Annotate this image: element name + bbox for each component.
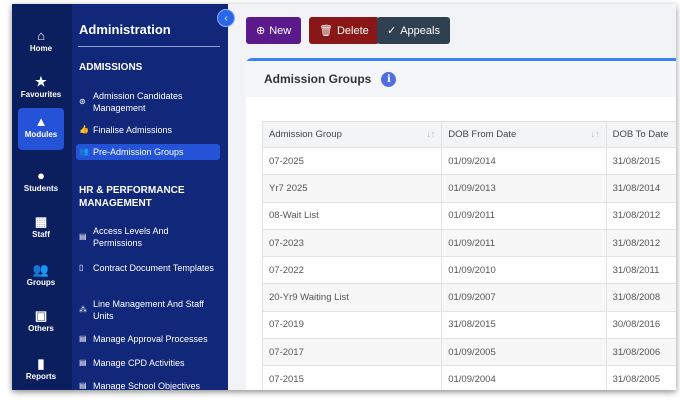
- sidebar-item[interactable]: ⊛ Admission Candidates Management: [79, 91, 183, 113]
- table-row[interactable]: 07-2019 31/08/2015 30/08/2016: [261, 310, 676, 340]
- menu-item-icon: ▤: [79, 232, 87, 241]
- new-button[interactable]: ⊕ New: [246, 17, 302, 44]
- rail-item-reports[interactable]: ▮ Reports: [18, 350, 64, 390]
- menu-item-icon: ▤: [79, 381, 87, 390]
- user-icon: ●: [37, 168, 45, 183]
- file-icon: ▮: [37, 356, 45, 371]
- table-cell: 31/08/2008: [605, 283, 676, 312]
- menu-item-icon: ⁂: [79, 305, 87, 314]
- sidebar-title: Administration: [79, 22, 171, 37]
- table-cell: 01/09/2010: [441, 256, 607, 285]
- menu-item-icon: ▤: [79, 358, 87, 367]
- table-row[interactable]: 20-Yr9 Waiting List 01/09/2007 31/08/2008: [261, 283, 676, 312]
- sort-icon[interactable]: ↓↑: [426, 129, 436, 139]
- table-cell: 31/08/2006: [605, 338, 676, 367]
- table-row[interactable]: 07-2022 01/09/2010 31/08/2011: [261, 256, 676, 285]
- table-cell: 01/09/2011: [441, 201, 607, 230]
- sort-icon[interactable]: ↓↑: [590, 129, 600, 139]
- table-cell: 07-2017: [261, 338, 443, 367]
- users-icon: 👥: [32, 262, 50, 277]
- sidebar-item[interactable]: ▤ Manage School Objectives: [79, 381, 201, 390]
- table-row[interactable]: 08-Wait List 01/09/2011 31/08/2012: [261, 201, 676, 230]
- divider: [78, 46, 220, 47]
- rail-item-students[interactable]: ● Students: [18, 162, 64, 204]
- table-cell: 01/09/2004: [441, 365, 607, 390]
- rail-item-staff[interactable]: ▦ Staff: [18, 208, 64, 250]
- table-cell: 07-2023: [261, 228, 443, 258]
- shapes-icon: ▲: [34, 114, 48, 129]
- appeals-button[interactable]: ✓ Appeals: [377, 17, 450, 44]
- table-cell: 31/08/2014: [605, 174, 676, 203]
- table-cell: 20-Yr9 Waiting List: [261, 283, 443, 312]
- admission-groups-table: Admission Group ↓↑ DOB From Date ↓↑ DOB To…: [261, 121, 676, 390]
- table-cell: 01/09/2011: [441, 228, 607, 258]
- sidebar-item[interactable]: ⁂ Line Management And Staff Units: [79, 299, 204, 321]
- table-row[interactable]: 07-2023 01/09/2011 31/08/2012: [261, 228, 676, 258]
- home-icon: ⌂: [37, 28, 45, 43]
- table-cell: 31/08/2011: [605, 256, 676, 285]
- table-cell: 01/09/2005: [441, 338, 607, 367]
- sidebar-item[interactable]: ▤ Manage Approval Processes: [79, 334, 208, 344]
- trash-icon: 🗑: [319, 25, 333, 37]
- table-cell: Yr7 2025: [261, 174, 443, 203]
- table-cell: 07-2019: [261, 310, 443, 340]
- table-cell: 07-2015: [261, 365, 443, 390]
- section-hr: HR & PERFORMANCE MANAGEMENT: [79, 185, 185, 209]
- table-cell: 01/09/2007: [441, 283, 607, 312]
- sidebar-item[interactable]: ▤ Access Levels And Permissions: [79, 226, 169, 248]
- sidebar-item[interactable]: ▤ Manage CPD Activities: [79, 358, 185, 368]
- table-cell: 31/08/2015: [605, 146, 676, 176]
- rail-item-home[interactable]: ⌂ Home: [18, 22, 64, 64]
- column-header[interactable]: Admission Group ↓↑: [261, 121, 443, 148]
- admission-groups-card: Admission Groups i Admission Group ↓↑ DOB …: [246, 58, 676, 390]
- delete-button[interactable]: 🗑 Delete: [309, 17, 379, 44]
- section-admissions: ADMISSIONS: [79, 62, 143, 73]
- column-header[interactable]: DOB From Date ↓↑: [441, 121, 607, 148]
- table-cell: 01/09/2013: [441, 174, 607, 203]
- rail-item-groups[interactable]: 👥 Groups: [18, 256, 64, 298]
- check-icon: ✓: [387, 25, 397, 37]
- staff-icon: ▦: [34, 214, 48, 229]
- table-cell: 31/08/2012: [605, 201, 676, 230]
- table-row[interactable]: 07-2015 01/09/2004 31/08/2005: [261, 365, 676, 390]
- table-cell: 30/08/2016: [605, 310, 676, 340]
- sidebar-item[interactable]: 👍 Finalise Admissions: [79, 125, 173, 135]
- table-row[interactable]: 07-2025 01/09/2014 31/08/2015: [261, 146, 676, 176]
- star-icon: ★: [35, 74, 47, 89]
- sidebar: Administration ADMISSIONS HR & PERFORMAN…: [72, 4, 228, 390]
- table-row[interactable]: 07-2017 01/09/2005 31/08/2006: [261, 338, 676, 367]
- others-icon: ▣: [34, 308, 48, 323]
- menu-item-icon: ▤: [79, 334, 87, 343]
- menu-item-icon: 👍: [79, 125, 89, 134]
- table-cell: 31/08/2005: [605, 365, 676, 390]
- sidebar-item[interactable]: 👥 Pre-Admission Groups: [76, 144, 220, 160]
- rail-item-modules[interactable]: ▲ Modules: [18, 108, 64, 150]
- collapse-sidebar-button[interactable]: ‹: [217, 9, 235, 27]
- info-icon[interactable]: i: [381, 71, 397, 87]
- table-cell: 07-2022: [261, 256, 443, 285]
- table-cell: 01/09/2014: [441, 146, 607, 176]
- table-cell: 07-2025: [261, 146, 443, 176]
- menu-item-icon: 👥: [79, 147, 89, 156]
- rail-item-favourites[interactable]: ★ Favourites: [18, 68, 64, 110]
- app-window: ⌂ Home ★ Favourites ▲ Modules ● Students ▦ Staff 👥…: [12, 4, 676, 390]
- table-cell: 08-Wait List: [261, 201, 443, 230]
- menu-item-icon: ▯: [79, 263, 84, 272]
- card-title: Admission Groups: [264, 72, 372, 86]
- column-header[interactable]: DOB To Date: [605, 121, 676, 148]
- menu-item-icon: ⊛: [79, 97, 86, 106]
- sidebar-item[interactable]: ▯ Contract Document Templates: [79, 263, 214, 273]
- table-cell: 31/08/2012: [605, 228, 676, 258]
- icon-rail: ⌂ Home ★ Favourites ▲ Modules ● Students ▦ Staff 👥…: [12, 4, 72, 390]
- rail-item-others[interactable]: ▣ Others: [18, 302, 64, 344]
- table-cell: 31/08/2015: [441, 310, 607, 340]
- table-row[interactable]: Yr7 2025 01/09/2013 31/08/2014: [261, 174, 676, 203]
- plus-circle-icon: ⊕: [256, 25, 266, 37]
